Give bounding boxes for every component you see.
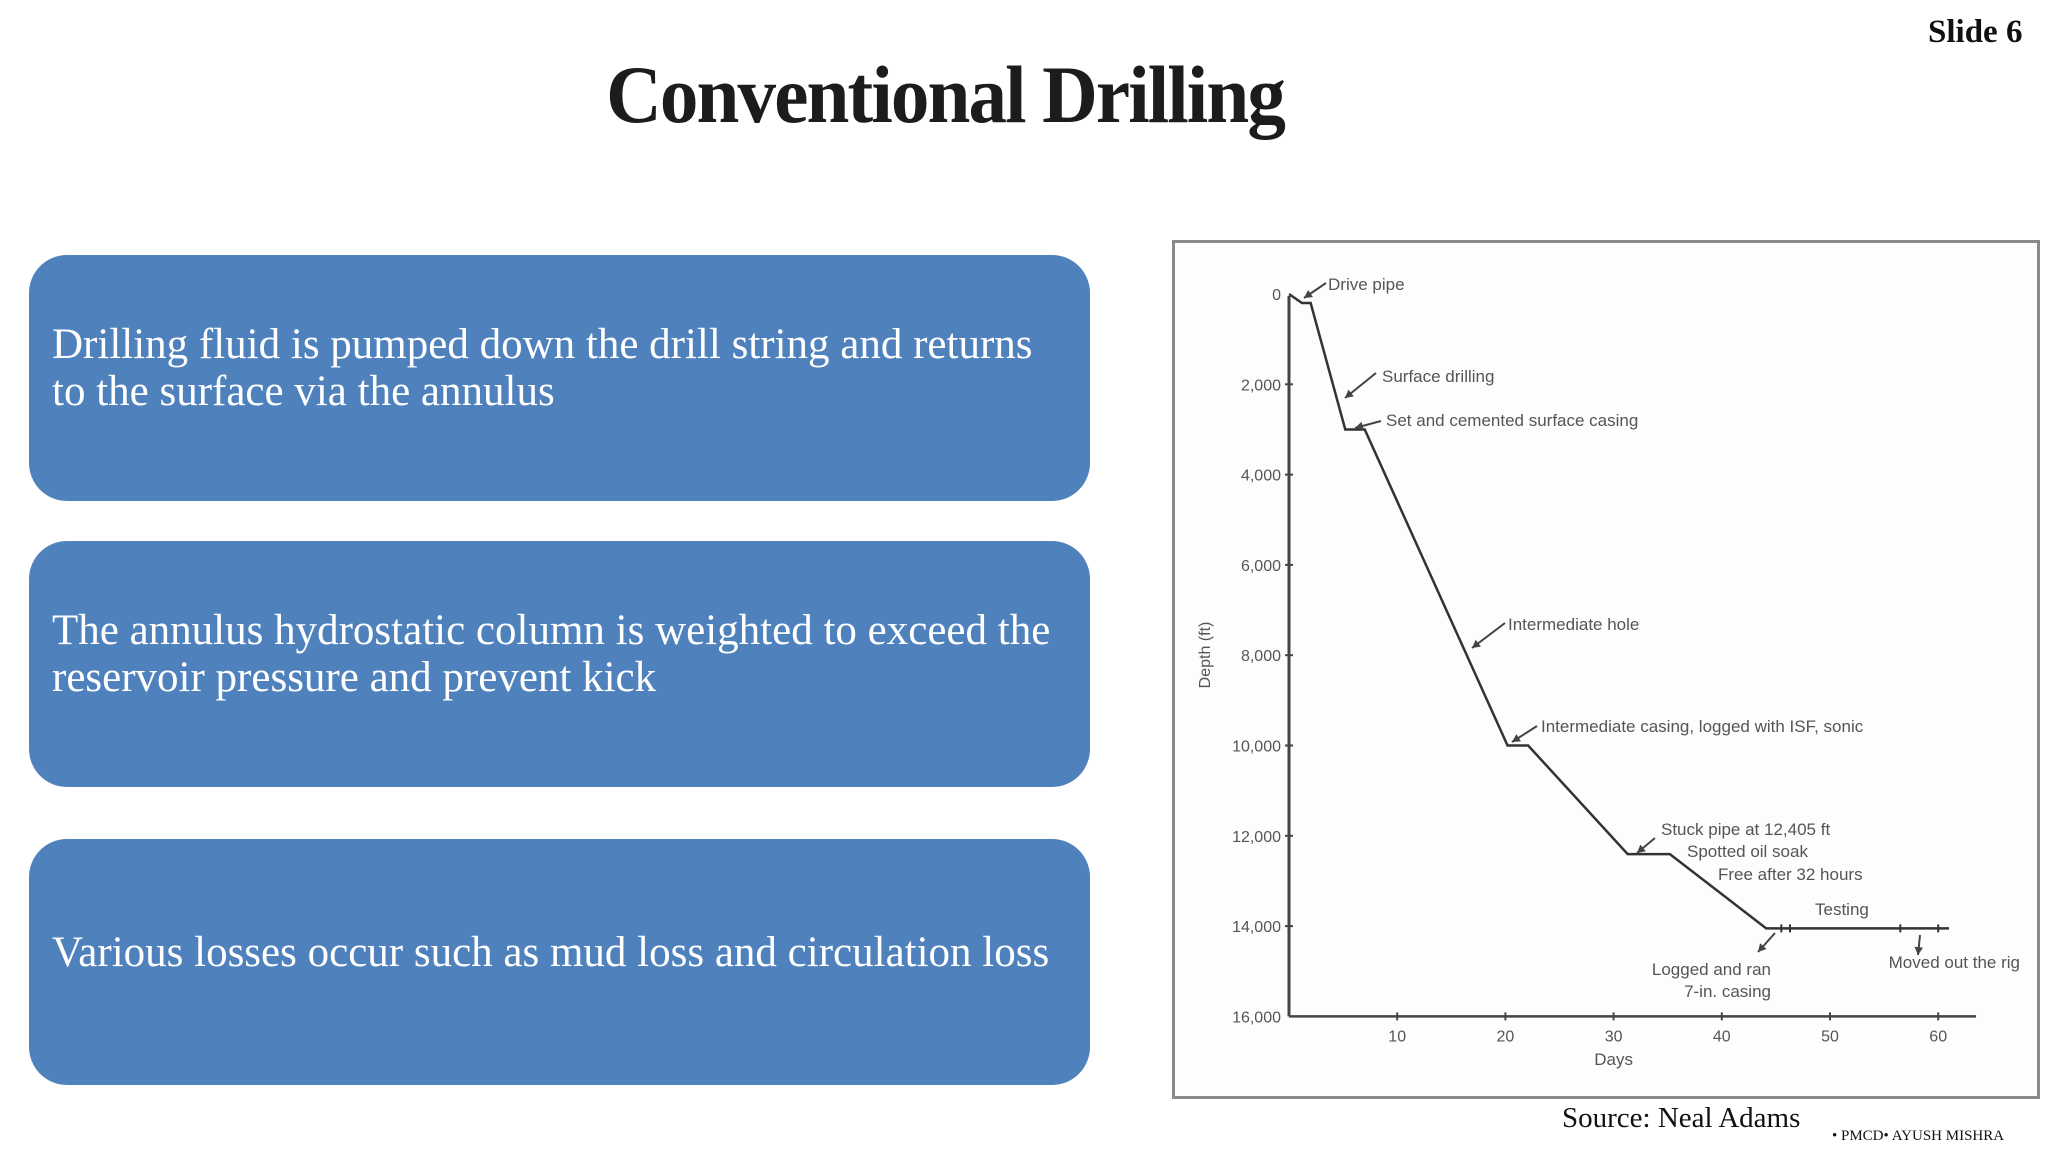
- y-axis-label: Depth (ft): [1197, 622, 1214, 689]
- slide-number: Slide 6: [1928, 14, 2023, 50]
- arrowhead-icon: [1345, 389, 1354, 398]
- x-tick-label: 40: [1713, 1028, 1731, 1045]
- chart-canvas: 0 2,000 4,000 6,000 8,000 10,000 12,000 14,000 1…: [1197, 275, 2020, 1069]
- source-caption: Source: Neal Adams: [1562, 1102, 1801, 1134]
- x-tick-label: 30: [1605, 1028, 1623, 1045]
- x-tick-label: 20: [1497, 1028, 1515, 1045]
- info-box-drilling-fluid: Drilling fluid is pumped down the drill …: [29, 255, 1090, 501]
- info-box-hydrostatic-column: The annulus hydrostatic column is weight…: [29, 541, 1090, 787]
- x-axis-label: Days: [1594, 1050, 1633, 1069]
- x-tick-label: 50: [1821, 1028, 1839, 1045]
- x-tick-label: 10: [1388, 1028, 1406, 1045]
- y-tick-label: 4,000: [1241, 468, 1281, 485]
- arrowhead-icon: [1637, 844, 1646, 853]
- annotation-label: Testing: [1815, 900, 1869, 919]
- y-tick-label: 12,000: [1232, 829, 1281, 846]
- info-box-text: Various losses occur such as mud loss an…: [52, 928, 1050, 976]
- annotation-label: Logged and ran: [1652, 960, 1771, 979]
- arrowhead-icon: [1355, 421, 1364, 431]
- info-box-text: The annulus hydrostatic column is weight…: [52, 607, 1051, 701]
- arrowhead-icon: [1512, 734, 1521, 742]
- y-tick-label: 10,000: [1232, 739, 1281, 756]
- annotation-label: Free after 32 hours: [1718, 865, 1863, 884]
- annotation-label: Set and cemented surface casing: [1386, 411, 1638, 430]
- y-tick-label: 6,000: [1241, 558, 1281, 575]
- depth-vs-days-chart: 0 2,000 4,000 6,000 8,000 10,000 12,000 14,000 1…: [1172, 240, 2040, 1099]
- annotation-label: 7-in. casing: [1684, 982, 1771, 1001]
- info-box-text: Drilling fluid is pumped down the drill …: [52, 321, 1033, 415]
- annotation-label: Moved out the rig: [1889, 953, 2020, 972]
- annotation-label: Surface drilling: [1382, 367, 1494, 386]
- y-tick-label: 16,000: [1232, 1009, 1281, 1026]
- annotation-label: Spotted oil soak: [1687, 842, 1808, 861]
- arrowhead-icon: [1472, 639, 1481, 648]
- footer-author: • PMCD• AYUSH MISHRA: [1832, 1128, 2005, 1144]
- x-tick-label: 60: [1929, 1028, 1947, 1045]
- arrowhead-icon: [1758, 943, 1767, 952]
- y-tick-label: 0: [1272, 287, 1281, 304]
- annotation-label: Intermediate hole: [1508, 615, 1639, 634]
- y-tick-label: 8,000: [1241, 648, 1281, 665]
- annotation-label: Intermediate casing, logged with ISF, so…: [1541, 717, 1864, 736]
- depth-curve: [1288, 292, 1950, 930]
- slide-title: Conventional Drilling: [606, 49, 1286, 140]
- y-tick-label: 14,000: [1232, 919, 1281, 936]
- arrowhead-icon: [1304, 289, 1313, 298]
- info-box-losses: Various losses occur such as mud loss an…: [29, 839, 1090, 1085]
- annotation-label: Drive pipe: [1328, 275, 1405, 294]
- y-tick-label: 2,000: [1241, 377, 1281, 394]
- arrowhead-icon: [1914, 946, 1924, 955]
- annotation-label: Stuck pipe at 12,405 ft: [1661, 820, 1830, 839]
